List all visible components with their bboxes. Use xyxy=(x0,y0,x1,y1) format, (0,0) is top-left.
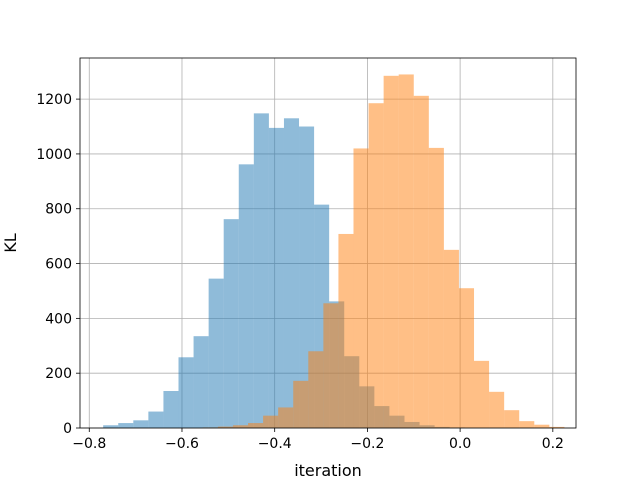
histogram-bar xyxy=(148,411,164,428)
x-axis-label: iteration xyxy=(294,461,362,480)
y-tick-label: 400 xyxy=(45,311,72,327)
x-tick-label: −0.6 xyxy=(165,436,199,452)
histogram-bar xyxy=(163,391,179,428)
histogram-bar xyxy=(118,423,134,428)
histogram-bar xyxy=(268,127,284,428)
grid-lines xyxy=(80,58,576,429)
histogram-bar xyxy=(217,426,233,428)
y-tick-label: 1000 xyxy=(36,147,72,163)
histogram-bar xyxy=(208,278,224,428)
histogram-bar xyxy=(232,425,249,428)
histogram-bar xyxy=(519,421,535,428)
histogram-bar xyxy=(413,95,429,429)
histogram-bars xyxy=(103,74,565,429)
y-axis: 0 200 400 600 800 1000 1200 xyxy=(36,92,80,437)
x-tick-label: 0.0 xyxy=(449,436,471,452)
y-tick-label: 600 xyxy=(45,257,72,273)
histogram-bar xyxy=(248,423,264,428)
histogram-bar xyxy=(253,113,269,428)
histogram-bar xyxy=(323,303,339,428)
y-tick-label: 200 xyxy=(45,366,72,382)
histogram-bar xyxy=(308,351,324,428)
x-tick-label: 0.2 xyxy=(542,436,564,452)
histogram-bar xyxy=(293,380,309,428)
histogram-bar xyxy=(474,360,490,428)
histogram-bar xyxy=(133,420,149,428)
y-tick-label: 0 xyxy=(63,421,72,437)
histogram-bar xyxy=(504,410,520,428)
histogram-bar xyxy=(428,147,444,428)
histogram-bar xyxy=(103,425,119,428)
histogram-bar xyxy=(223,219,239,428)
plot-frame xyxy=(79,57,577,429)
y-tick-label: 800 xyxy=(45,202,72,218)
histogram-bar xyxy=(283,118,300,428)
y-tick-label: 1200 xyxy=(36,92,72,108)
histogram-bar xyxy=(489,391,505,428)
histogram-bar xyxy=(534,424,550,428)
histogram-bar xyxy=(278,407,294,428)
histogram-bar xyxy=(263,415,279,428)
x-tick-label: −0.4 xyxy=(258,436,292,452)
histogram-bar xyxy=(458,288,475,428)
histogram-bar xyxy=(238,164,254,428)
y-axis-label: KL xyxy=(1,233,20,252)
histogram-bar xyxy=(178,357,194,428)
x-axis: −0.8 −0.6 −0.4 −0.2 0.0 0.2 xyxy=(72,428,564,452)
histogram-bar xyxy=(368,103,384,428)
histogram-bar xyxy=(443,249,459,428)
x-tick-label: −0.8 xyxy=(72,436,106,452)
histogram-bar xyxy=(193,336,209,428)
histogram-bar xyxy=(549,426,565,428)
histogram-bar xyxy=(398,74,414,428)
histogram-bar xyxy=(338,233,354,428)
histogram-bar xyxy=(383,75,399,428)
histogram-bar xyxy=(353,148,369,428)
series-2 xyxy=(202,74,565,429)
x-tick-label: −0.2 xyxy=(350,436,384,452)
